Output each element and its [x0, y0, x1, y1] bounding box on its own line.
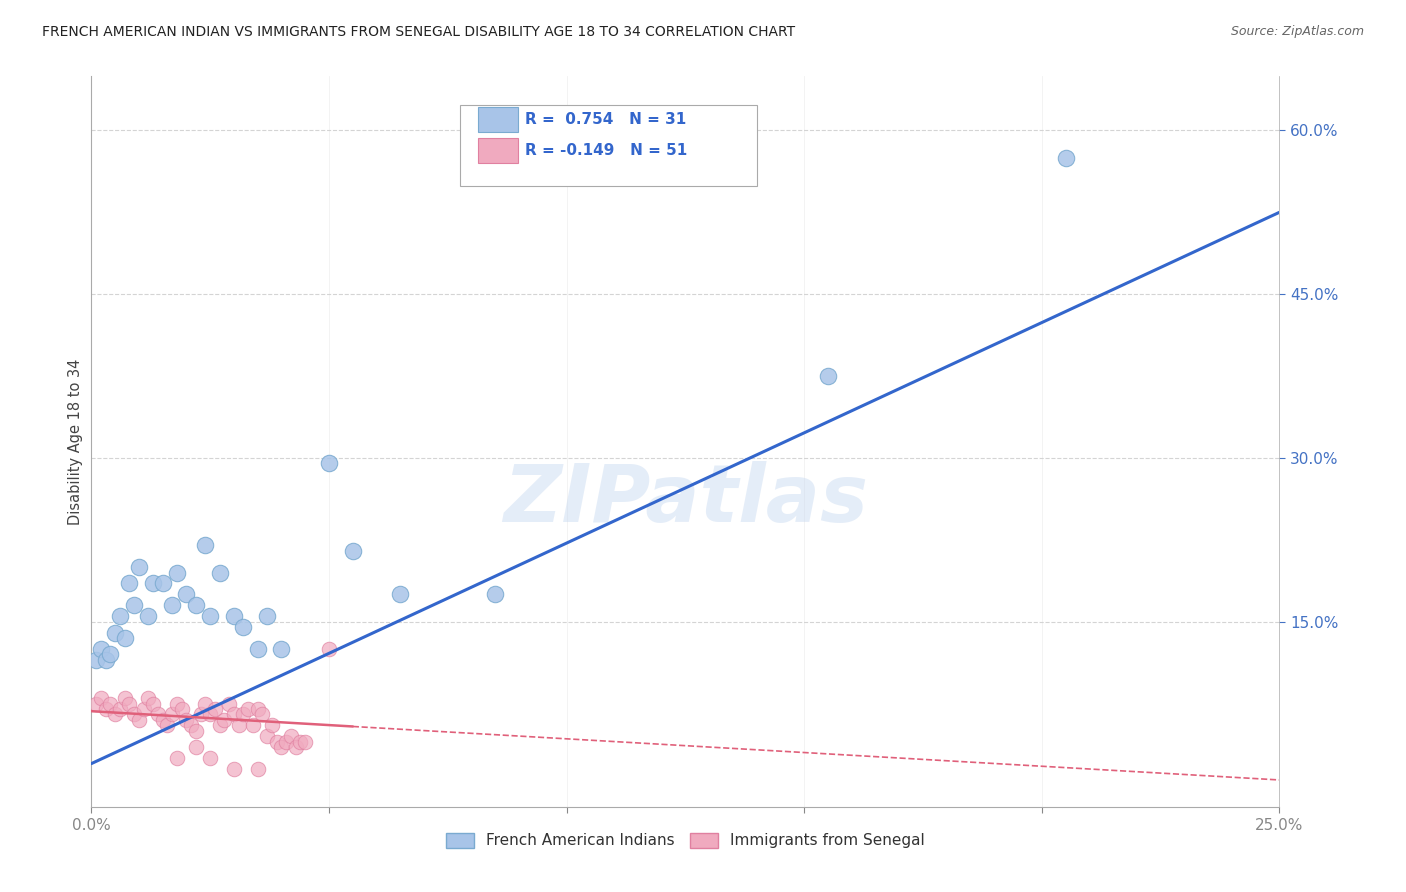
- Point: [104, 707, 127, 722]
- Point: [84, 653, 107, 667]
- Point: [194, 538, 217, 552]
- Point: [200, 707, 222, 722]
- Point: [108, 609, 131, 624]
- Point: [208, 566, 231, 580]
- Point: [184, 723, 207, 738]
- Point: [294, 735, 316, 749]
- Point: [222, 707, 245, 722]
- Point: [138, 609, 160, 624]
- Point: [166, 697, 188, 711]
- Point: [270, 740, 292, 755]
- Point: [108, 702, 131, 716]
- Point: [160, 599, 183, 613]
- Point: [484, 587, 506, 601]
- Point: [100, 697, 122, 711]
- Point: [138, 691, 160, 706]
- Point: [218, 697, 240, 711]
- Point: [114, 691, 136, 706]
- Point: [200, 609, 222, 624]
- Point: [94, 702, 117, 716]
- Point: [146, 707, 169, 722]
- FancyBboxPatch shape: [478, 107, 517, 132]
- Text: FRENCH AMERICAN INDIAN VS IMMIGRANTS FROM SENEGAL DISABILITY AGE 18 TO 34 CORREL: FRENCH AMERICAN INDIAN VS IMMIGRANTS FRO…: [42, 25, 796, 39]
- Point: [128, 713, 150, 727]
- Point: [242, 718, 264, 732]
- Text: ZIPatlas: ZIPatlas: [503, 461, 868, 539]
- Point: [1054, 151, 1077, 165]
- Point: [260, 718, 283, 732]
- Point: [176, 587, 198, 601]
- Point: [132, 702, 155, 716]
- Point: [342, 543, 364, 558]
- Point: [180, 718, 202, 732]
- Point: [118, 697, 141, 711]
- Point: [152, 576, 174, 591]
- Point: [276, 735, 298, 749]
- Point: [94, 653, 117, 667]
- Point: [228, 718, 250, 732]
- Point: [128, 560, 150, 574]
- Point: [90, 691, 112, 706]
- Point: [284, 740, 307, 755]
- Point: [194, 697, 217, 711]
- Point: [114, 631, 136, 645]
- Point: [256, 609, 278, 624]
- Point: [266, 735, 288, 749]
- Point: [100, 648, 122, 662]
- Point: [318, 456, 340, 470]
- Point: [122, 707, 145, 722]
- Point: [184, 599, 207, 613]
- Point: [142, 697, 165, 711]
- Point: [214, 713, 236, 727]
- Point: [152, 713, 174, 727]
- Point: [232, 620, 254, 634]
- Text: R = -0.149   N = 51: R = -0.149 N = 51: [524, 143, 688, 158]
- Point: [204, 702, 226, 716]
- Point: [318, 642, 340, 657]
- Point: [256, 729, 278, 743]
- Point: [166, 566, 188, 580]
- Point: [817, 369, 839, 384]
- Point: [184, 740, 207, 755]
- Point: [166, 751, 188, 765]
- Point: [142, 576, 165, 591]
- Point: [156, 718, 179, 732]
- Point: [104, 625, 127, 640]
- FancyBboxPatch shape: [460, 105, 756, 186]
- Y-axis label: Disability Age 18 to 34: Disability Age 18 to 34: [67, 359, 83, 524]
- Point: [176, 713, 198, 727]
- Text: R =  0.754   N = 31: R = 0.754 N = 31: [524, 112, 686, 128]
- Text: Source: ZipAtlas.com: Source: ZipAtlas.com: [1230, 25, 1364, 38]
- Point: [232, 707, 254, 722]
- FancyBboxPatch shape: [478, 138, 517, 163]
- Point: [222, 762, 245, 776]
- Point: [200, 751, 222, 765]
- Point: [160, 707, 183, 722]
- Legend: French American Indians, Immigrants from Senegal: French American Indians, Immigrants from…: [440, 827, 931, 855]
- Point: [84, 697, 107, 711]
- Point: [122, 599, 145, 613]
- Point: [280, 729, 302, 743]
- Point: [389, 587, 412, 601]
- Point: [90, 642, 112, 657]
- Point: [252, 707, 274, 722]
- Point: [118, 576, 141, 591]
- Point: [190, 707, 212, 722]
- Point: [290, 735, 312, 749]
- Point: [238, 702, 260, 716]
- Point: [170, 702, 193, 716]
- Point: [222, 609, 245, 624]
- Point: [246, 702, 269, 716]
- Point: [208, 718, 231, 732]
- Point: [246, 762, 269, 776]
- Point: [246, 642, 269, 657]
- Point: [270, 642, 292, 657]
